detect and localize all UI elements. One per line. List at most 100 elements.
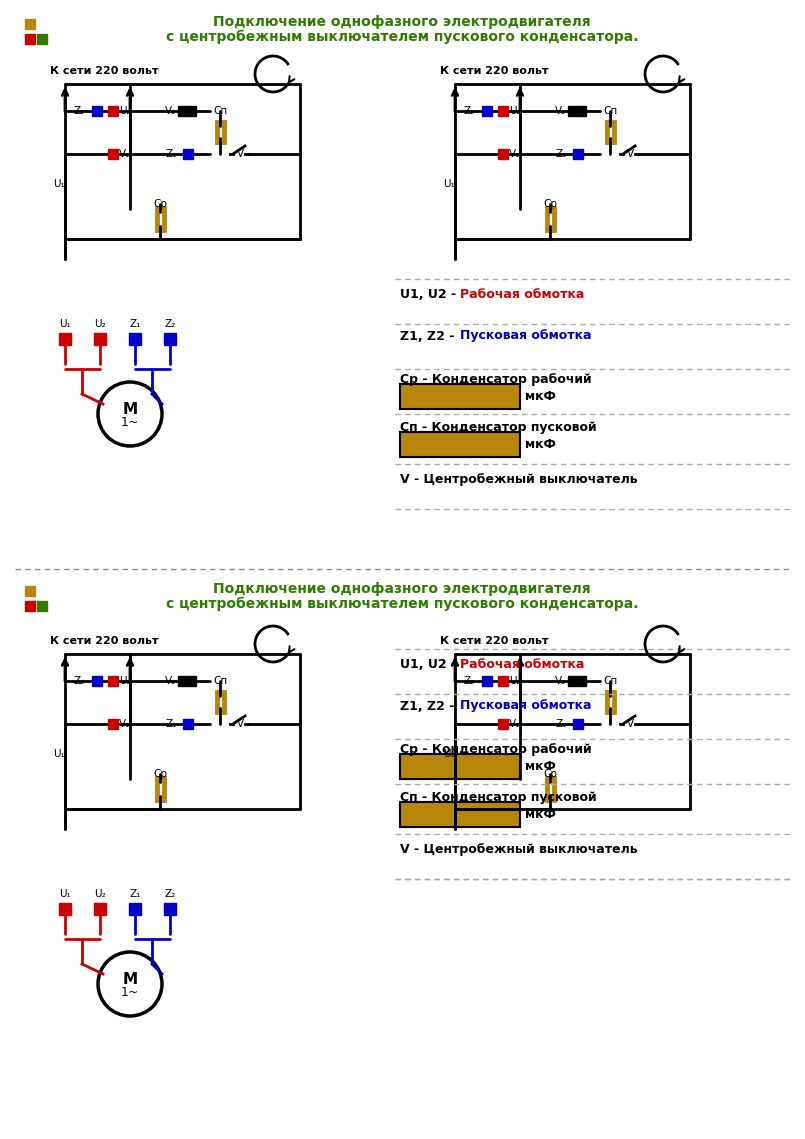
Text: U₂: U₂: [509, 106, 521, 116]
Text: Z₂: Z₂: [73, 106, 85, 116]
Text: мкФ: мкФ: [525, 760, 556, 772]
Bar: [400, 384, 520, 409]
Bar: [92, 677, 102, 686]
Text: мкФ: мкФ: [525, 808, 556, 820]
Bar: [400, 432, 520, 457]
Text: 1~: 1~: [121, 416, 139, 428]
Text: V₁: V₁: [119, 719, 130, 729]
Text: V₁: V₁: [509, 719, 520, 729]
Text: Пусковая обмотка: Пусковая обмотка: [460, 699, 592, 713]
Text: Ср - Конденсатор рабочий: Ср - Конденсатор рабочий: [400, 372, 592, 385]
Bar: [92, 106, 102, 116]
Text: Z₁: Z₁: [555, 719, 567, 729]
Text: U₁: U₁: [53, 749, 64, 759]
Bar: [400, 384, 520, 409]
Text: Z₂: Z₂: [73, 677, 85, 686]
Text: Рабочая обмотка: Рабочая обмотка: [460, 657, 584, 671]
Text: с центробежным выключателем пускового конденсатора.: с центробежным выключателем пускового ко…: [166, 30, 638, 44]
Text: Сп: Сп: [213, 677, 227, 686]
Text: U₁: U₁: [59, 890, 71, 899]
Text: V: V: [237, 719, 244, 729]
Text: U₂: U₂: [94, 319, 105, 329]
Text: Сп: Сп: [603, 677, 617, 686]
Text: Сп: Сп: [213, 106, 227, 116]
Text: Ср: Ср: [543, 769, 557, 779]
Text: U₁: U₁: [443, 749, 455, 759]
Text: V - Центробежный выключатель: V - Центробежный выключатель: [400, 843, 638, 855]
Bar: [568, 677, 586, 686]
Text: V₁: V₁: [119, 149, 130, 159]
Text: U1, U2 -: U1, U2 -: [400, 657, 460, 671]
Text: V₁: V₁: [509, 149, 520, 159]
Bar: [25, 34, 35, 44]
Bar: [129, 903, 141, 915]
Bar: [400, 802, 520, 827]
Text: V - Центробежный выключатель: V - Центробежный выключатель: [400, 473, 638, 485]
Text: U₁: U₁: [443, 179, 455, 189]
Text: V: V: [237, 149, 244, 159]
Bar: [482, 106, 492, 116]
Text: Z₂: Z₂: [164, 319, 175, 329]
Bar: [498, 719, 508, 729]
Bar: [183, 719, 193, 729]
Bar: [183, 149, 193, 159]
Bar: [108, 677, 118, 686]
Bar: [59, 333, 71, 345]
Text: Ср: Ср: [543, 199, 557, 208]
Bar: [498, 106, 508, 116]
Bar: [59, 903, 71, 915]
Text: Сп - Конденсатор пусковой: Сп - Конденсатор пусковой: [400, 420, 597, 434]
Text: Рабочая обмотка: Рабочая обмотка: [460, 287, 584, 301]
Text: U₂: U₂: [94, 890, 105, 899]
Text: К сети 220 вольт: К сети 220 вольт: [440, 66, 549, 76]
Bar: [94, 333, 106, 345]
Bar: [400, 754, 520, 779]
Text: V₂: V₂: [165, 106, 176, 116]
Text: Подключение однофазного электродвигателя: Подключение однофазного электродвигателя: [213, 582, 591, 596]
Bar: [94, 903, 106, 915]
Bar: [400, 754, 520, 779]
Bar: [498, 677, 508, 686]
Bar: [37, 601, 47, 611]
Text: мкФ: мкФ: [525, 390, 556, 402]
Text: U₂: U₂: [119, 677, 130, 686]
Text: Z1, Z2 -: Z1, Z2 -: [400, 699, 459, 713]
Bar: [573, 719, 583, 729]
Bar: [400, 802, 520, 827]
Text: V₂: V₂: [555, 106, 566, 116]
Text: Z₂: Z₂: [463, 677, 474, 686]
Text: Z₂: Z₂: [463, 106, 474, 116]
Text: Сп - Конденсатор пусковой: Сп - Конденсатор пусковой: [400, 790, 597, 803]
Bar: [178, 677, 196, 686]
Text: К сети 220 вольт: К сети 220 вольт: [50, 66, 159, 76]
Text: Z₂: Z₂: [164, 890, 175, 899]
Text: U₁: U₁: [59, 319, 71, 329]
Text: Ср: Ср: [153, 199, 167, 208]
Bar: [164, 333, 176, 345]
Text: Ср - Конденсатор рабочий: Ср - Конденсатор рабочий: [400, 743, 592, 755]
Bar: [108, 106, 118, 116]
Text: M: M: [122, 972, 138, 986]
Bar: [25, 601, 35, 611]
Text: Ср: Ср: [153, 769, 167, 779]
Text: Z1, Z2 -: Z1, Z2 -: [400, 329, 459, 343]
Bar: [482, 677, 492, 686]
Text: мкФ: мкФ: [525, 437, 556, 451]
Text: V: V: [627, 149, 634, 159]
Text: 1~: 1~: [121, 985, 139, 999]
Text: Z₁: Z₁: [129, 319, 140, 329]
Text: V₂: V₂: [555, 677, 566, 686]
Text: Z₁: Z₁: [129, 890, 140, 899]
Bar: [25, 19, 35, 28]
Bar: [108, 719, 118, 729]
Text: Сп: Сп: [603, 106, 617, 116]
Text: К сети 220 вольт: К сети 220 вольт: [440, 636, 549, 646]
Bar: [568, 106, 586, 116]
Text: Z₁: Z₁: [555, 149, 567, 159]
Bar: [498, 149, 508, 159]
Bar: [25, 585, 35, 596]
Text: К сети 220 вольт: К сети 220 вольт: [50, 636, 159, 646]
Text: Пусковая обмотка: Пусковая обмотка: [460, 329, 592, 343]
Text: V₂: V₂: [165, 677, 176, 686]
Bar: [164, 903, 176, 915]
